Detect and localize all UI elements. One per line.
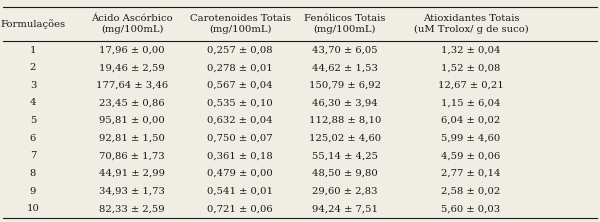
Text: 6,04 ± 0,02: 6,04 ± 0,02: [442, 116, 500, 125]
Text: 1,32 ± 0,04: 1,32 ± 0,04: [441, 46, 501, 55]
Text: 1: 1: [30, 46, 36, 55]
Text: 48,50 ± 9,80: 48,50 ± 9,80: [312, 169, 378, 178]
Text: 1,15 ± 6,04: 1,15 ± 6,04: [441, 98, 501, 107]
Text: 8: 8: [30, 169, 36, 178]
Text: 82,33 ± 2,59: 82,33 ± 2,59: [99, 204, 165, 213]
Text: Fenólicos Totais
(mg/100mL): Fenólicos Totais (mg/100mL): [304, 14, 386, 34]
Text: Atioxidantes Totais
(uM Trolox/ g de suco): Atioxidantes Totais (uM Trolox/ g de suc…: [413, 14, 529, 34]
Text: 0,750 ± 0,07: 0,750 ± 0,07: [207, 134, 273, 143]
Text: 5,60 ± 0,03: 5,60 ± 0,03: [442, 204, 500, 213]
Text: 0,479 ± 0,00: 0,479 ± 0,00: [207, 169, 273, 178]
Text: 46,30 ± 3,94: 46,30 ± 3,94: [312, 98, 378, 107]
Text: 0,541 ± 0,01: 0,541 ± 0,01: [207, 187, 273, 196]
Text: 44,62 ± 1,53: 44,62 ± 1,53: [312, 63, 378, 72]
Text: 19,46 ± 2,59: 19,46 ± 2,59: [99, 63, 165, 72]
Text: 0,721 ± 0,06: 0,721 ± 0,06: [207, 204, 273, 213]
Text: 70,86 ± 1,73: 70,86 ± 1,73: [99, 151, 165, 160]
Text: 29,60 ± 2,83: 29,60 ± 2,83: [312, 187, 378, 196]
Text: 6: 6: [30, 134, 36, 143]
Text: 3: 3: [30, 81, 36, 90]
Text: 0,632 ± 0,04: 0,632 ± 0,04: [207, 116, 273, 125]
Text: 0,567 ± 0,04: 0,567 ± 0,04: [207, 81, 273, 90]
Text: 0,361 ± 0,18: 0,361 ± 0,18: [207, 151, 273, 160]
Text: 23,45 ± 0,86: 23,45 ± 0,86: [99, 98, 165, 107]
Text: 10: 10: [26, 204, 40, 213]
Text: 44,91 ± 2,99: 44,91 ± 2,99: [99, 169, 165, 178]
Text: Carotenoides Totais
(mg/100mL): Carotenoides Totais (mg/100mL): [190, 14, 290, 34]
Text: 94,24 ± 7,51: 94,24 ± 7,51: [312, 204, 378, 213]
Text: 125,02 ± 4,60: 125,02 ± 4,60: [309, 134, 381, 143]
Text: 4,59 ± 0,06: 4,59 ± 0,06: [442, 151, 500, 160]
Text: 1,52 ± 0,08: 1,52 ± 0,08: [442, 63, 500, 72]
Text: 12,67 ± 0,21: 12,67 ± 0,21: [438, 81, 504, 90]
Text: 112,88 ± 8,10: 112,88 ± 8,10: [309, 116, 381, 125]
Text: 0,535 ± 0,10: 0,535 ± 0,10: [207, 98, 273, 107]
Text: 150,79 ± 6,92: 150,79 ± 6,92: [309, 81, 381, 90]
Text: 5,99 ± 4,60: 5,99 ± 4,60: [442, 134, 500, 143]
Text: 0,257 ± 0,08: 0,257 ± 0,08: [207, 46, 273, 55]
Text: Formulações: Formulações: [1, 19, 65, 29]
Text: 2,77 ± 0,14: 2,77 ± 0,14: [441, 169, 501, 178]
Text: 5: 5: [30, 116, 36, 125]
Text: 17,96 ± 0,00: 17,96 ± 0,00: [99, 46, 165, 55]
Text: 92,81 ± 1,50: 92,81 ± 1,50: [99, 134, 165, 143]
Text: 2: 2: [30, 63, 36, 72]
Text: 55,14 ± 4,25: 55,14 ± 4,25: [312, 151, 378, 160]
Text: 177,64 ± 3,46: 177,64 ± 3,46: [96, 81, 168, 90]
Text: 34,93 ± 1,73: 34,93 ± 1,73: [99, 187, 165, 196]
Text: 43,70 ± 6,05: 43,70 ± 6,05: [312, 46, 378, 55]
Text: 95,81 ± 0,00: 95,81 ± 0,00: [99, 116, 165, 125]
Text: 4: 4: [30, 98, 36, 107]
Text: 0,278 ± 0,01: 0,278 ± 0,01: [207, 63, 273, 72]
Text: 9: 9: [30, 187, 36, 196]
Text: 2,58 ± 0,02: 2,58 ± 0,02: [442, 187, 500, 196]
Text: Ácido Ascórbico
(mg/100mL): Ácido Ascórbico (mg/100mL): [91, 14, 173, 34]
Text: 7: 7: [30, 151, 36, 160]
